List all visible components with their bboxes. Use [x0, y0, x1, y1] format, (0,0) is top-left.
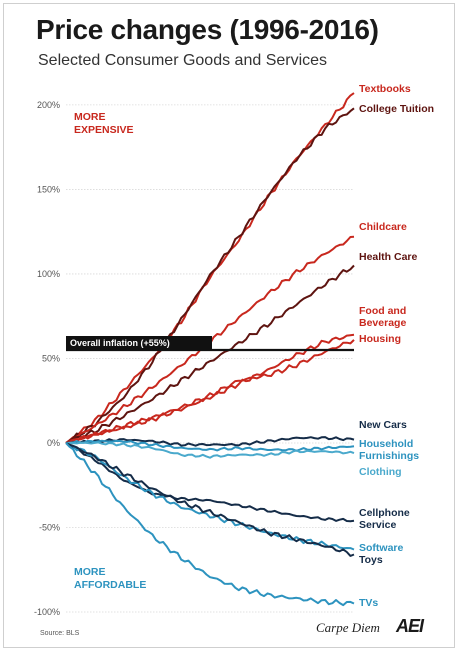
- series-line-cellphone-service: [65, 442, 355, 523]
- series-label-cellphone-service: Cellphone: [359, 507, 410, 519]
- chart-subtitle: Selected Consumer Goods and Services: [38, 52, 328, 69]
- series-labels: Textbooks College Tuition Childcare Health …: [359, 83, 434, 609]
- series-line-textbooks: [65, 92, 355, 444]
- y-tick-label: 0%: [47, 438, 60, 448]
- inflation-label-box: [66, 336, 212, 349]
- series-label-toys: Toys: [359, 554, 383, 566]
- series-line-tvs: [65, 442, 355, 607]
- region-label-more-expensive: EXPENSIVE: [74, 124, 134, 136]
- y-tick-labels: 200% 150% 100% 50% 0% -50% -100%: [34, 100, 60, 617]
- series-label-tvs: TVs: [359, 597, 378, 609]
- chart-title: Price changes (1996-2016): [36, 14, 379, 45]
- series-lines: [65, 92, 355, 607]
- region-label-more-affordable: AFFORDABLE: [74, 579, 146, 591]
- series-line-household-furnishings: [65, 439, 355, 452]
- inflation-reference: Overall inflation (+55%): [66, 336, 354, 352]
- y-tick-label: -50%: [39, 522, 60, 532]
- series-label-clothing: Clothing: [359, 466, 402, 478]
- series-label-food-and-beverage: Food and: [359, 305, 406, 317]
- series-label-college-tuition: College Tuition: [359, 103, 434, 115]
- series-line-housing: [65, 339, 355, 444]
- region-label-more-expensive: MORE: [74, 111, 106, 123]
- y-tick-label: 50%: [42, 353, 60, 363]
- chart-frame: [3, 3, 455, 648]
- series-line-health-care: [65, 264, 355, 444]
- series-label-food-and-beverage: Beverage: [359, 317, 406, 329]
- series-label-household-furnishings: Furnishings: [359, 450, 419, 462]
- series-label-health-care: Health Care: [359, 251, 418, 263]
- y-tick-label: -100%: [34, 607, 60, 617]
- series-label-textbooks: Textbooks: [359, 83, 411, 95]
- inflation-label: Overall inflation (+55%): [70, 338, 170, 348]
- series-line-clothing: [66, 441, 355, 459]
- series-label-childcare: Childcare: [359, 221, 407, 233]
- series-label-new-cars: New Cars: [359, 419, 407, 431]
- series-line-toys: [65, 442, 355, 557]
- series-line-software: [65, 442, 355, 551]
- y-tick-label: 100%: [37, 269, 60, 279]
- series-line-college-tuition: [65, 107, 355, 444]
- series-label-housing: Housing: [359, 333, 401, 345]
- y-tick-label: 200%: [37, 100, 60, 110]
- source-note: Source: BLS: [40, 630, 80, 637]
- aei-logo: AEI: [396, 616, 424, 636]
- series-label-software: Software: [359, 542, 404, 554]
- region-label-more-affordable: MORE: [74, 566, 106, 578]
- y-tick-label: 150%: [37, 184, 60, 194]
- brand-name: Carpe Diem: [316, 620, 380, 635]
- series-label-household-furnishings: Household: [359, 438, 413, 450]
- series-label-cellphone-service: Service: [359, 519, 397, 531]
